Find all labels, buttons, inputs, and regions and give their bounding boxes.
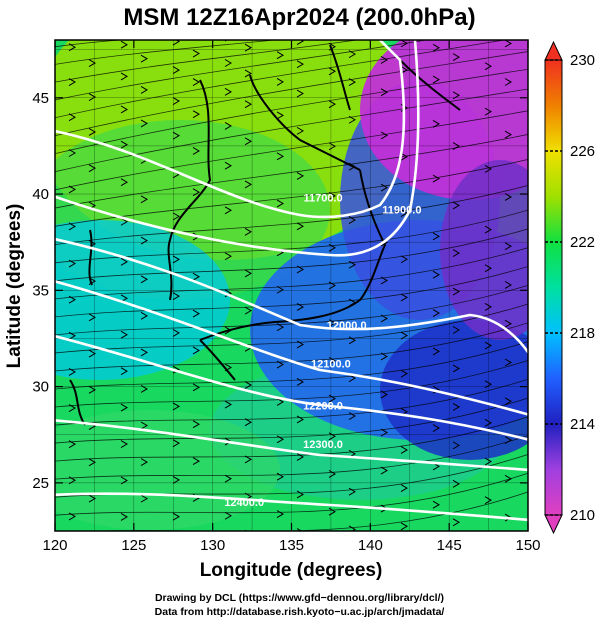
map-title: MSM 12Z16Apr2024 (200.0hPa): [123, 4, 476, 31]
colorbar: 210 214 218 222 226 230: [544, 40, 595, 535]
x-axis-label: Longitude (degrees): [200, 560, 383, 581]
lat-lon-grid: [55, 40, 528, 531]
colorbar-min-arrow: [544, 514, 563, 535]
x-tick-label: 130: [200, 537, 225, 554]
contour-label: 12200.0: [303, 401, 343, 413]
x-axis-ticks: 120 125 130 135 140 145 150: [42, 40, 541, 554]
y-tick-label: 40: [32, 186, 49, 203]
y-axis-label: Latitude (degrees): [4, 204, 25, 369]
credit-drawing: Drawing by DCL (https://www.gfd−dennou.o…: [154, 592, 445, 604]
colorbar-tick-label: 218: [570, 325, 595, 342]
x-tick-label: 125: [121, 537, 146, 554]
x-tick-label: 150: [515, 537, 540, 554]
credit-data: Data from http://database.rish.kyoto−u.a…: [154, 606, 445, 618]
height-contours: 11700.0 11900.0 12000.0 12100.0 12200.0 12300…: [55, 40, 528, 522]
colorbar-max-arrow: [544, 40, 563, 61]
x-tick-label: 145: [437, 537, 462, 554]
y-tick-label: 30: [32, 379, 49, 396]
contour-label: 11700.0: [303, 193, 342, 205]
coastlines: [69, 44, 461, 426]
contour-label: 12400.0: [224, 497, 264, 509]
colorbar-tick-label: 230: [570, 52, 595, 69]
y-axis-ticks: 25 30 35 40 45: [32, 90, 528, 492]
colorbar-tick-label: 222: [570, 234, 595, 251]
wind-streamlines: [55, 40, 528, 531]
x-tick-label: 120: [42, 537, 67, 554]
contour-label: 11900.0: [382, 204, 421, 216]
y-tick-label: 35: [32, 282, 49, 299]
y-tick-label: 45: [32, 90, 49, 107]
contour-label: 12000.0: [327, 320, 367, 332]
x-tick-label: 140: [358, 537, 383, 554]
colorbar-tick-label: 214: [570, 416, 595, 433]
colorbar-tick-label: 210: [570, 507, 595, 524]
y-tick-label: 25: [32, 475, 49, 492]
contour-label: 12100.0: [311, 358, 351, 370]
colorbar-tick-label: 226: [570, 143, 595, 160]
temperature-field: 11700.0 11900.0 12000.0 12100.0 12200.0 12300…: [55, 40, 528, 531]
contour-label: 12300.0: [303, 439, 343, 451]
x-tick-label: 135: [279, 537, 304, 554]
